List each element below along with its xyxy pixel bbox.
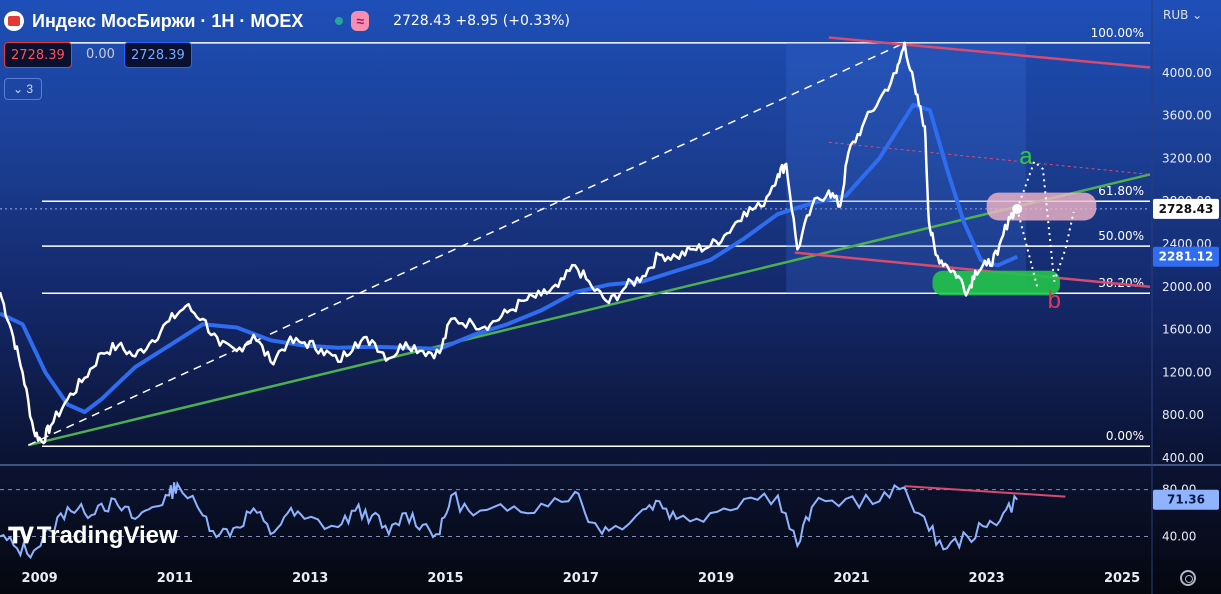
x-tick-label: 2013 bbox=[292, 571, 328, 586]
wave-label: b bbox=[1048, 287, 1061, 314]
currency-selector[interactable]: RUB ⌄ bbox=[1163, 8, 1203, 22]
support-trendline bbox=[28, 173, 1151, 447]
resistance-line-lower bbox=[794, 251, 1151, 289]
fib-level-label: 61.80% bbox=[1098, 184, 1144, 198]
last-quote: 2728.43 +8.95 (+0.33%) bbox=[393, 13, 570, 29]
y-tick-label: 1200.00 bbox=[1162, 365, 1212, 379]
y-tick-label: 3200.00 bbox=[1162, 151, 1212, 165]
y-tick-label: 400.00 bbox=[1162, 451, 1204, 465]
x-tick-label: 2025 bbox=[1104, 571, 1140, 586]
tradingview-logo-icon: 𝐓𝐕 bbox=[8, 523, 34, 548]
fib-level-label: 100.00% bbox=[1091, 26, 1144, 40]
y-tick-label: 1600.00 bbox=[1162, 323, 1212, 337]
x-tick-label: 2023 bbox=[969, 571, 1005, 586]
resistance-zone bbox=[986, 192, 1097, 221]
spread-value: 0.00 bbox=[86, 47, 115, 62]
tradingview-watermark: 𝐓𝐕 TradingView bbox=[8, 522, 178, 550]
price-line bbox=[0, 41, 1019, 445]
rsi-value-badge-label: 71.36 bbox=[1167, 493, 1205, 507]
x-tick-label: 2019 bbox=[698, 571, 734, 586]
ma-value-badge bbox=[1153, 246, 1219, 267]
rsi-line bbox=[0, 480, 1018, 560]
ma-value-badge-label: 2281.12 bbox=[1159, 250, 1214, 264]
rsi-divergence-line bbox=[904, 485, 1066, 498]
support-zone bbox=[932, 270, 1060, 296]
moex-logo-icon bbox=[4, 11, 24, 31]
moving-average-line bbox=[0, 102, 1019, 414]
x-tick-label: 2021 bbox=[833, 571, 869, 586]
market-status-icon bbox=[335, 17, 344, 25]
resistance-line-upper bbox=[828, 36, 1151, 69]
y-tick-label: 800.00 bbox=[1162, 408, 1204, 422]
rsi-value-badge bbox=[1153, 489, 1219, 510]
y-tick-label: 3600.00 bbox=[1162, 109, 1212, 123]
last-price-badge bbox=[1153, 198, 1219, 219]
projection-path bbox=[1016, 208, 1039, 288]
x-tick-label: 2011 bbox=[157, 571, 193, 586]
rsi-tick-label: 40.00 bbox=[1162, 530, 1196, 544]
watermark-text: TradingView bbox=[36, 522, 178, 549]
projection-path bbox=[1016, 159, 1075, 282]
x-tick-label: 2015 bbox=[427, 571, 463, 586]
dashed-trend-line bbox=[28, 42, 905, 446]
sell-price-button[interactable]: 2728.39 bbox=[4, 42, 72, 68]
fib-level-label: 0.00% bbox=[1106, 429, 1144, 443]
y-tick-label: 4000.00 bbox=[1162, 66, 1212, 80]
chart-header: Индекс МосБиржи · 1Н · MOEX ≈ 2728.43 +8… bbox=[4, 8, 570, 34]
buy-price-button[interactable]: 2728.39 bbox=[124, 42, 192, 68]
last-price-dot bbox=[1012, 203, 1023, 214]
y-tick-label: 2000.00 bbox=[1162, 280, 1212, 294]
fib-level-label: 50.00% bbox=[1098, 229, 1144, 243]
x-tick-label: 2017 bbox=[563, 571, 599, 586]
wave-label: a bbox=[1019, 143, 1033, 170]
approx-badge[interactable]: ≈ bbox=[351, 11, 370, 31]
gear-icon[interactable] bbox=[1180, 570, 1196, 586]
x-tick-label: 2009 bbox=[22, 571, 58, 586]
symbol-title[interactable]: Индекс МосБиржи · 1Н · MOEX bbox=[32, 10, 304, 31]
last-price-badge-label: 2728.43 bbox=[1159, 202, 1214, 216]
indicators-collapse-button[interactable]: ⌄ 3 bbox=[4, 78, 42, 100]
